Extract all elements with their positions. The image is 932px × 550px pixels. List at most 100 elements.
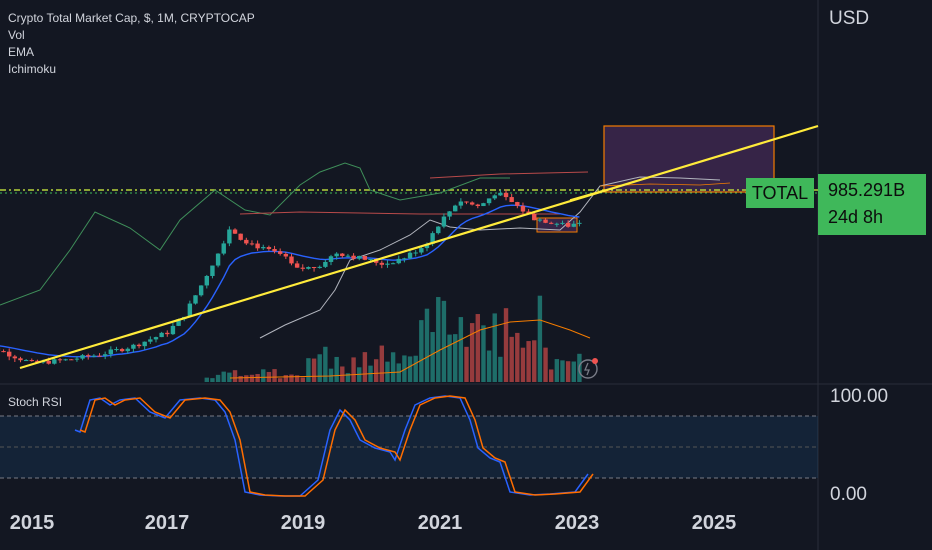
candle-body xyxy=(69,359,74,361)
volume-bar xyxy=(396,363,401,382)
volume-bar xyxy=(277,378,283,382)
volume-bar xyxy=(402,355,407,382)
rsi-title[interactable]: Stoch RSI xyxy=(8,395,63,409)
candle-body xyxy=(221,243,226,254)
volume-bar xyxy=(532,340,537,382)
candle-body xyxy=(334,253,339,257)
projection-box xyxy=(603,125,775,193)
volume-bar xyxy=(548,369,554,382)
alert-dot xyxy=(592,358,598,364)
candle-body xyxy=(481,203,486,207)
candle-body xyxy=(165,332,170,335)
x-tick: 2017 xyxy=(144,512,190,534)
candle-body xyxy=(80,355,85,359)
volume-bar xyxy=(249,374,255,382)
volume-bar xyxy=(430,332,435,382)
volume-bars xyxy=(204,295,582,382)
candle-body xyxy=(441,216,447,227)
candle-body xyxy=(29,360,34,362)
candle-body xyxy=(272,249,277,252)
candle-body xyxy=(475,204,480,207)
volume-bar xyxy=(515,332,520,382)
volume-bar xyxy=(362,352,368,382)
volume-bar xyxy=(210,378,215,382)
volume-bar xyxy=(503,308,509,382)
candle-body xyxy=(91,355,97,357)
candle-body xyxy=(86,355,91,357)
volume-bar xyxy=(221,371,226,382)
indicator-vol[interactable]: Vol xyxy=(8,28,25,42)
rsi-k-line xyxy=(74,395,589,497)
trend-line-short xyxy=(569,189,606,201)
volume-bar xyxy=(492,313,497,382)
candle-body xyxy=(565,222,571,227)
candle-body xyxy=(198,285,204,296)
candle-body xyxy=(215,253,221,266)
candle-body xyxy=(413,252,418,254)
candle-body xyxy=(238,233,243,240)
candle-body xyxy=(57,359,63,361)
candle-body xyxy=(125,348,130,352)
x-tick: 2023 xyxy=(554,512,600,534)
candle-body xyxy=(1,351,6,353)
candle-body xyxy=(548,222,554,224)
indicator-ichimoku[interactable]: Ichimoku xyxy=(8,62,57,76)
currency-label[interactable]: USD xyxy=(829,8,870,29)
volume-bar xyxy=(204,377,209,382)
price-tag: 985.291B 24d 8h xyxy=(818,174,926,235)
chart-legend: Crypto Total Market Cap, $, 1M, CRYPTOCA… xyxy=(8,10,255,78)
volume-bar xyxy=(407,356,413,382)
candle-body xyxy=(520,205,526,212)
candle-body xyxy=(6,351,12,357)
volume-ma-line xyxy=(229,319,591,379)
candle-body xyxy=(18,358,23,361)
candle-body xyxy=(396,258,401,264)
volume-bar xyxy=(272,369,277,382)
candle-body xyxy=(148,339,153,342)
candle-body xyxy=(311,267,317,269)
trend-line[interactable] xyxy=(19,124,819,370)
candle-body xyxy=(108,349,114,355)
candle-body xyxy=(289,256,294,264)
x-tick: 2015 xyxy=(9,512,55,534)
candle-body xyxy=(543,219,548,223)
volume-bar xyxy=(537,295,543,382)
candle-body xyxy=(170,325,176,335)
candle-body xyxy=(503,192,509,198)
volume-bar xyxy=(543,347,548,382)
candle-body xyxy=(63,359,68,361)
candle-body xyxy=(187,303,193,317)
indicator-ema[interactable]: EMA xyxy=(8,45,35,59)
volume-bar xyxy=(509,336,514,382)
symbol-title[interactable]: Crypto Total Market Cap, $, 1M, CRYPTOCA… xyxy=(8,11,255,25)
replay-icon[interactable] xyxy=(578,359,598,379)
candle-body xyxy=(492,195,497,199)
volume-bar xyxy=(317,354,322,382)
volume-bar xyxy=(294,375,300,382)
x-tick: 2025 xyxy=(691,512,737,534)
candle-body xyxy=(345,255,351,257)
volume-bar xyxy=(244,375,249,382)
volume-bar xyxy=(526,341,531,382)
candle-body xyxy=(498,192,503,196)
volume-bar xyxy=(323,346,328,382)
candle-body xyxy=(74,358,80,360)
ticker-tag: TOTAL xyxy=(746,178,814,208)
candle-body xyxy=(357,255,362,259)
candle-body xyxy=(232,229,238,234)
candle-body xyxy=(453,205,458,212)
volume-bar xyxy=(458,317,464,382)
volume-bar xyxy=(385,361,390,382)
volume-bar xyxy=(328,368,334,382)
ichimoku-conversion-line xyxy=(259,176,721,339)
candle-body xyxy=(560,222,565,224)
volume-bar xyxy=(215,374,221,382)
volume-bar xyxy=(436,297,441,382)
volume-bar xyxy=(261,369,266,382)
volume-bar xyxy=(520,347,526,382)
candle-body xyxy=(159,332,164,338)
volume-bar xyxy=(345,373,351,382)
x-tick: 2021 xyxy=(417,512,463,534)
